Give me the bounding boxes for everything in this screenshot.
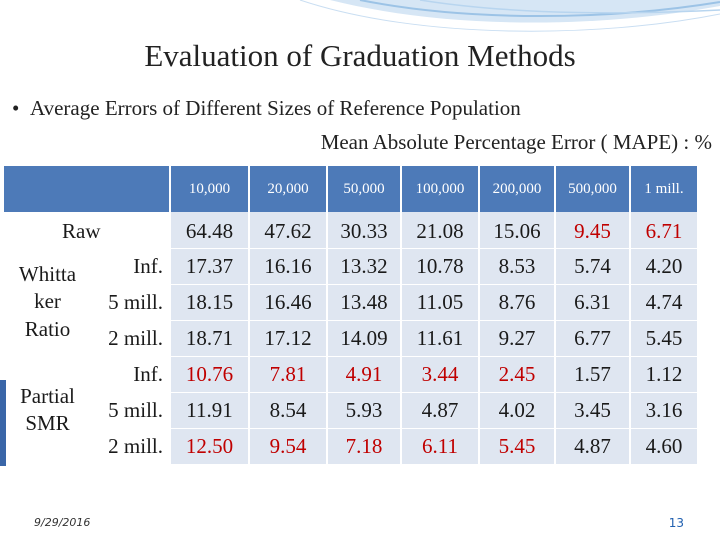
bullet-text: Average Errors of Different Sizes of Ref…: [30, 96, 521, 120]
header-cell: 10,000: [170, 166, 250, 212]
table-cell: 6.77: [555, 320, 631, 357]
table-cell: 30.33: [327, 212, 402, 249]
slide-title: Evaluation of Graduation Methods: [144, 38, 576, 73]
row-sub-label: Inf.: [92, 356, 171, 393]
table-row: Partial SMR Inf. 10.76 7.81 4.91 3.44 2.…: [4, 356, 699, 465]
table-row: 2 mill. 12.50 9.54 7.18 6.11 5.45 4.87 4…: [4, 428, 699, 465]
table-cell: 16.46: [249, 284, 328, 321]
header-cell: 20,000: [249, 166, 328, 212]
table-cell: 9.27: [479, 320, 556, 357]
table-cell: 11.05: [401, 284, 480, 321]
table-cell: 3.44: [401, 356, 480, 393]
row-group-label-partial: Partial SMR: [4, 356, 93, 465]
table-cell: 4.87: [555, 428, 631, 465]
table-cell: 13.32: [327, 248, 402, 285]
header-cell: 200,000: [479, 166, 556, 212]
table-cell: 8.76: [479, 284, 556, 321]
table-cell: 10.78: [401, 248, 480, 285]
table-cell: 15.06: [479, 212, 556, 249]
table-cell: 8.54: [249, 392, 328, 429]
row-sub-label: 5 mill.: [92, 284, 171, 321]
bullet-icon: •: [12, 96, 20, 120]
row-group-label-whittaker: Whitta ker Ratio: [4, 248, 93, 357]
table-cell: 14.09: [327, 320, 402, 357]
header-cell: 500,000: [555, 166, 631, 212]
table-cell: 7.18: [327, 428, 402, 465]
table-cell: 13.48: [327, 284, 402, 321]
table-cell: 1.12: [630, 356, 699, 393]
table-cell: 4.20: [630, 248, 699, 285]
table-cell: 11.61: [401, 320, 480, 357]
table-cell: 4.74: [630, 284, 699, 321]
table-cell: 17.37: [170, 248, 250, 285]
table-cell: 21.08: [401, 212, 480, 249]
table-cell: 7.81: [249, 356, 328, 393]
table-row: 5 mill. 11.91 8.54 5.93 4.87 4.02 3.45 3…: [4, 392, 699, 429]
header-cell: 1 mill.: [630, 166, 699, 212]
table-cell: 1.57: [555, 356, 631, 393]
table-cell: 5.93: [327, 392, 402, 429]
table-cell: 4.91: [327, 356, 402, 393]
table-cell: 4.60: [630, 428, 699, 465]
bullet-point: • Average Errors of Different Sizes of Re…: [12, 96, 521, 121]
table-cell: 6.31: [555, 284, 631, 321]
table-cell: 6.11: [401, 428, 480, 465]
table-cell: 12.50: [170, 428, 250, 465]
row-sub-label: 2 mill.: [92, 428, 171, 465]
table-cell: 47.62: [249, 212, 328, 249]
table-cell: 18.71: [170, 320, 250, 357]
table-cell: 16.16: [249, 248, 328, 285]
table-cell: 64.48: [170, 212, 250, 249]
table-cell: 3.45: [555, 392, 631, 429]
header-swoosh-decoration: [299, 0, 720, 32]
row-label-raw: Raw: [4, 212, 171, 249]
table-cell: 4.87: [401, 392, 480, 429]
mape-table: 10,000 20,000 50,000 100,000 200,000 500…: [4, 166, 699, 465]
header-cell: 50,000: [327, 166, 402, 212]
row-sub-label: 2 mill.: [92, 320, 171, 357]
table-cell: 8.53: [479, 248, 556, 285]
table-cell: 17.12: [249, 320, 328, 357]
table-cell: 10.76: [170, 356, 250, 393]
table-cell: 9.45: [555, 212, 631, 249]
page-number: 13: [668, 516, 684, 530]
table-row: 2 mill. 18.71 17.12 14.09 11.61 9.27 6.7…: [4, 320, 699, 357]
row-sub-label: 5 mill.: [92, 392, 171, 429]
table-row: Whitta ker Ratio Inf. 17.37 16.16 13.32 …: [4, 248, 699, 357]
table-cell: 4.02: [479, 392, 556, 429]
group-highlight-bar: [0, 380, 6, 466]
table-row: 5 mill. 18.15 16.46 13.48 11.05 8.76 6.3…: [4, 284, 699, 321]
table-cell: 5.45: [630, 320, 699, 357]
table-cell: 11.91: [170, 392, 250, 429]
table-cell: 6.71: [630, 212, 699, 249]
table-row-raw: Raw 64.48 47.62 30.33 21.08 15.06 9.45 6…: [4, 212, 699, 249]
table-cell: 18.15: [170, 284, 250, 321]
row-sub-label: Inf.: [92, 248, 171, 285]
header-cell: 100,000: [401, 166, 480, 212]
table-cell: 3.16: [630, 392, 699, 429]
table-cell: 5.74: [555, 248, 631, 285]
footer-date: 9/29/2016: [34, 516, 91, 529]
header-corner: [4, 166, 171, 212]
table-subtitle: Mean Absolute Percentage Error ( MAPE) :…: [320, 130, 712, 154]
table-cell: 5.45: [479, 428, 556, 465]
table-cell: 9.54: [249, 428, 328, 465]
header-row: 10,000 20,000 50,000 100,000 200,000 500…: [4, 166, 699, 212]
table-cell: 2.45: [479, 356, 556, 393]
